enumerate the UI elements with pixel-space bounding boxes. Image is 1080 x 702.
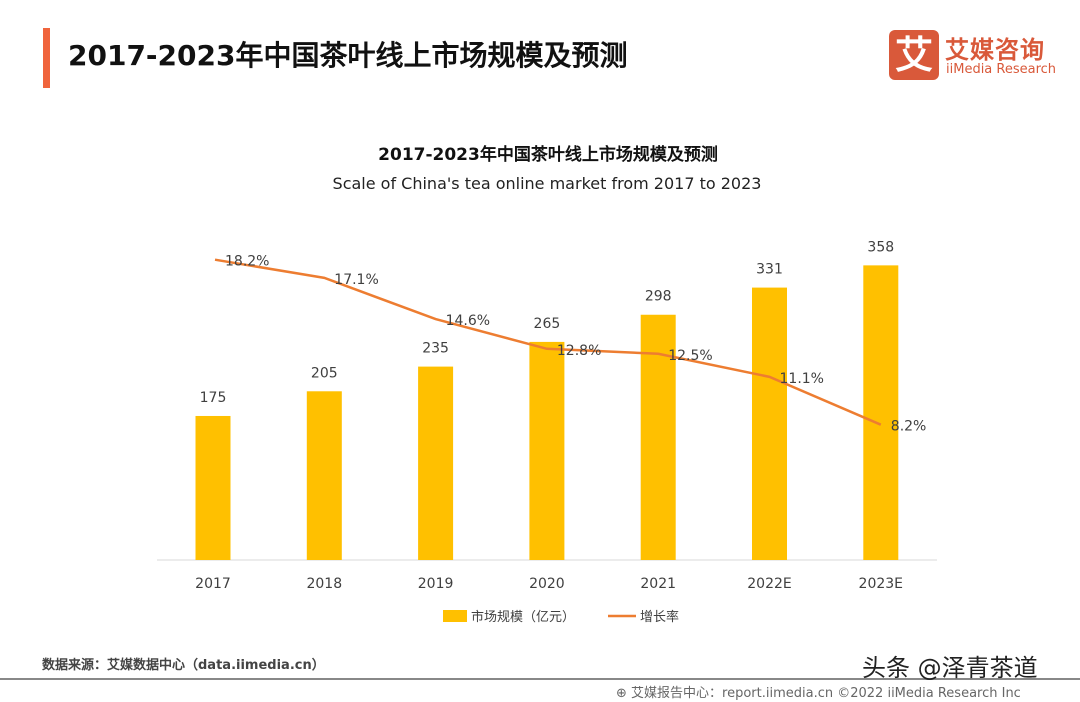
page-title: 2017-2023年中国茶叶线上市场规模及预测	[68, 39, 628, 72]
bar-label: 265	[534, 316, 561, 332]
bar-label: 235	[422, 341, 449, 357]
bar	[752, 287, 787, 560]
bar	[195, 415, 231, 560]
title-accent-bar	[43, 28, 50, 88]
x-tick-label: 2021	[640, 576, 676, 592]
bar-label: 358	[867, 239, 894, 255]
legend-bar-label: 市场规模（亿元）	[471, 609, 575, 625]
line-label: 18.2%	[225, 254, 269, 270]
watermark: 头条 @泽青茶道	[862, 654, 1038, 682]
line-label: 17.1%	[334, 272, 378, 288]
logo: 艾 艾媒咨询 iiMedia Research	[889, 30, 1069, 80]
x-tick-label: 2020	[529, 576, 565, 592]
legend-line-label: 增长率	[640, 609, 679, 625]
footer-report: ⊕ 艾媒报告中心：report.iimedia.cn ©2022 iiMedia…	[616, 686, 1021, 701]
logo-mark: 艾	[889, 30, 939, 80]
divider	[0, 678, 1080, 680]
footer-text: 艾媒报告中心：report.iimedia.cn ©2022 iiMedia R…	[631, 686, 1021, 701]
bar	[529, 341, 565, 560]
bar-label: 298	[645, 289, 672, 305]
data-source: 数据来源：艾媒数据中心（data.iimedia.cn）	[42, 658, 325, 673]
bar	[418, 366, 454, 560]
x-tick-label: 2023E	[859, 576, 903, 592]
growth-line	[214, 258, 882, 426]
line-label: 14.6%	[446, 313, 490, 329]
line-label: 12.8%	[557, 343, 601, 359]
bar-label: 331	[756, 262, 783, 278]
x-tick-label: 2019	[418, 576, 454, 592]
bar	[863, 265, 899, 560]
bar	[306, 391, 342, 560]
bar-label: 175	[200, 390, 227, 406]
bar-label: 205	[311, 365, 338, 381]
x-tick-label: 2022E	[747, 576, 791, 592]
line-label: 12.5%	[668, 348, 712, 364]
logo-en: iiMedia Research	[946, 62, 1057, 77]
legend-bar-swatch	[443, 610, 467, 622]
x-tick-label: 2018	[306, 576, 342, 592]
x-tick-label: 2017	[195, 576, 231, 592]
chart-subtitle: Scale of China's tea online market from …	[332, 174, 762, 193]
line-label: 11.1%	[780, 371, 824, 387]
chart-title: 2017-2023年中国茶叶线上市场规模及预测	[378, 145, 718, 165]
logo-cn: 艾媒咨询	[945, 36, 1045, 64]
line-label: 8.2%	[891, 419, 927, 435]
